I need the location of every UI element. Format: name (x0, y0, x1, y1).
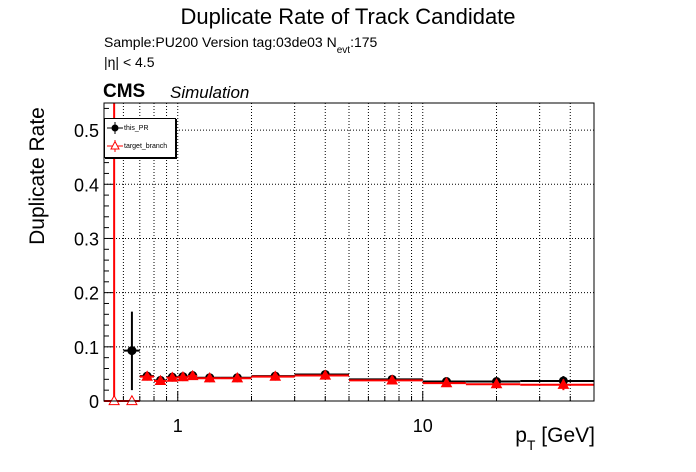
this-pr-point (127, 346, 137, 356)
x-tick-label: 1 (173, 416, 183, 436)
legend-label-this-pr: this_PR (124, 125, 149, 132)
target-branch-point (186, 369, 199, 381)
target-branch-point (319, 369, 332, 380)
legend-label-target-branch: target_branch (124, 143, 168, 150)
tick-label-layer: 1 10 0 0.1 0.2 0.3 0.4 0.5 (74, 121, 433, 436)
x-tick-label: 10 (413, 416, 433, 436)
chart-title: Duplicate Rate of Track Candidate (180, 4, 516, 29)
target-branch-point (126, 394, 138, 406)
legend-entry-target-branch: target_branch (105, 140, 175, 154)
series-layer (104, 103, 594, 406)
target-branch-point (141, 370, 154, 381)
sample-line: Sample:PU200 Version tag:03de03 N (104, 34, 337, 50)
target-branch-point (269, 370, 282, 381)
x-axis-label: pT [GeV] (515, 424, 595, 453)
y-tick-label: 0.3 (74, 229, 99, 249)
target-branch-point (490, 377, 503, 389)
target-branch-point (386, 374, 399, 385)
legend-entry-this-pr: this_PR (105, 122, 175, 136)
target-branch-point (108, 394, 121, 406)
circle-marker-icon (107, 122, 123, 134)
open-triangle-marker-icon (107, 140, 123, 152)
nevt-subscript: evt (336, 45, 351, 56)
nevt-value: :175 (350, 34, 378, 50)
cms-label: CMS (103, 81, 146, 102)
y-tick-label: 0.5 (74, 121, 99, 141)
target-branch-point (166, 371, 179, 382)
y-tick-label: 0.4 (74, 175, 99, 195)
target-branch-point (440, 376, 453, 388)
target-branch-point (203, 372, 216, 383)
sample-info: Sample:PU200 Version tag:03de03 Nevt:175 (104, 34, 377, 56)
tick-layer (103, 107, 595, 402)
y-tick-label: 0.2 (74, 284, 99, 304)
target-branch-point (231, 372, 244, 383)
x-axis-label-unit: [GeV] (535, 424, 595, 447)
y-tick-label: 0 (89, 392, 99, 412)
x-axis-label-p: p (515, 424, 527, 447)
target-branch-point (177, 370, 189, 382)
legend: this_PR target_branch (104, 118, 176, 158)
target-branch-point (154, 374, 167, 386)
y-tick-label: 0.1 (74, 338, 99, 358)
eta-cut-label: |η| < 4.5 (104, 54, 155, 70)
grid-layer (103, 103, 595, 401)
x-axis-label-sub: T (526, 437, 536, 453)
simulation-label: Simulation (170, 83, 250, 102)
y-axis-label: Duplicate Rate (26, 107, 49, 245)
plot-frame (103, 102, 595, 402)
target-branch-point (557, 378, 570, 389)
